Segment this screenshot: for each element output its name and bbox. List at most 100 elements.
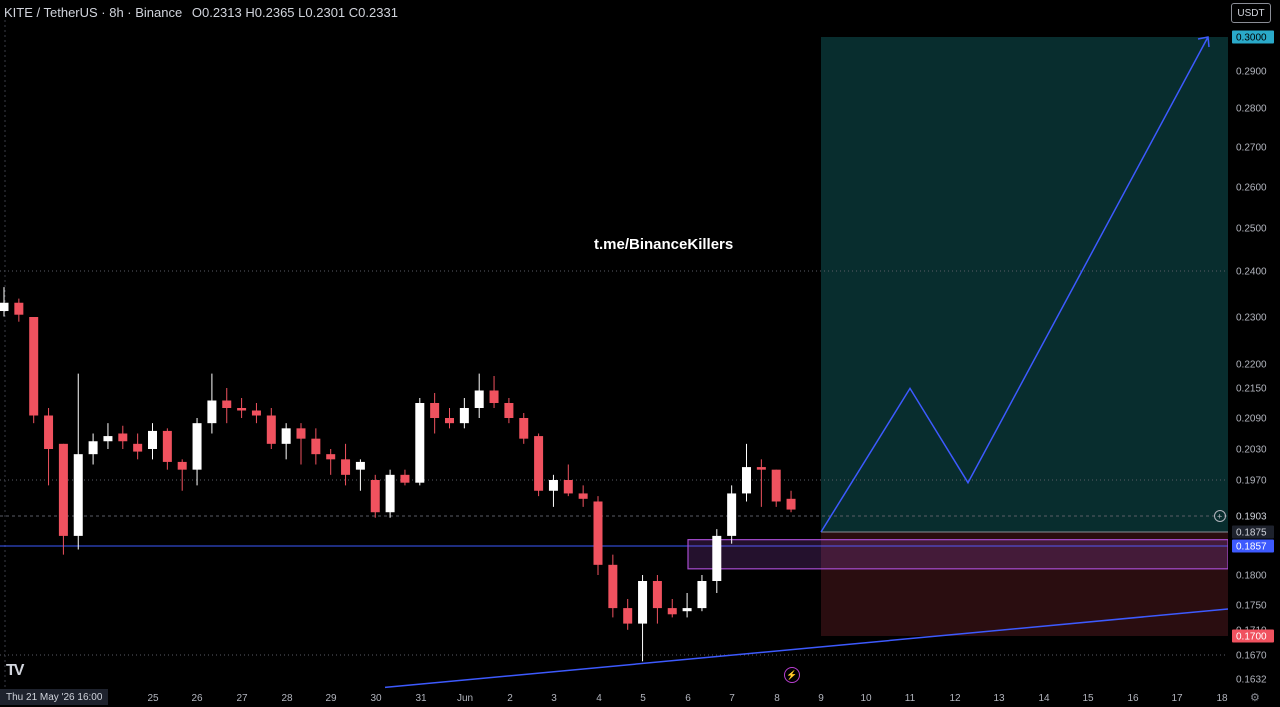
candle-body	[742, 467, 751, 494]
candle-body	[534, 436, 544, 491]
target-zone	[821, 37, 1228, 532]
candle-body	[148, 430, 157, 449]
time-tick-label: 16	[1127, 693, 1139, 704]
candle-body	[222, 400, 232, 408]
price-tick-label: 0.1632	[1236, 675, 1267, 686]
candle-body	[58, 443, 68, 536]
candle-body	[445, 418, 454, 424]
lightning-icon[interactable]: ⚡	[784, 667, 800, 683]
candle-body	[266, 415, 276, 444]
price-tick-label: 0.2500	[1236, 224, 1267, 235]
candle-body	[355, 461, 365, 470]
candle-body	[489, 390, 499, 403]
trendline	[384, 608, 1229, 689]
price-badge-label: 0.3000	[1236, 33, 1267, 44]
candle-body	[697, 581, 707, 609]
symbol-title[interactable]: KITE / TetherUS · 8h · Binance	[4, 5, 183, 20]
close-value: 0.2331	[358, 5, 398, 20]
price-tick-label: 0.1750	[1236, 601, 1267, 612]
candle-body	[474, 390, 484, 408]
stop-zone	[821, 532, 1228, 636]
time-tick-label: 10	[860, 693, 872, 704]
candle-body	[192, 423, 202, 470]
price-badge-label: 0.1903	[1236, 512, 1267, 523]
time-tick-label: 7	[729, 693, 735, 704]
candle-body	[519, 418, 529, 439]
time-tick-label: 11	[905, 693, 916, 704]
candle-body	[29, 317, 39, 416]
close-label: C	[348, 5, 359, 20]
candle-body	[638, 581, 648, 624]
candle-body	[756, 467, 766, 470]
time-tick-label: 18	[1216, 693, 1228, 704]
tradingview-logo[interactable]: TV	[6, 662, 25, 679]
candle-body	[296, 428, 306, 439]
candle-body	[593, 501, 603, 565]
candle-body	[44, 415, 54, 449]
crosshair-date-badge: Thu 21 May '26 16:00	[0, 689, 109, 705]
candle-body	[459, 408, 469, 424]
candle-body	[88, 441, 98, 455]
demand-zone	[687, 539, 1229, 570]
candle-body	[430, 403, 440, 418]
price-badge	[1232, 629, 1274, 643]
price-tick-label: 0.1970	[1236, 476, 1267, 487]
candle-body	[326, 454, 336, 460]
candle-body	[207, 400, 217, 424]
time-tick-label: 6	[685, 693, 691, 704]
candle-body	[370, 480, 380, 513]
price-badge	[1232, 509, 1274, 523]
candle-body	[771, 469, 781, 502]
price-badge-label: 0.1700	[1236, 632, 1267, 643]
candle-body	[667, 608, 677, 615]
candle-body	[118, 433, 128, 442]
price-tick-label: 0.2200	[1236, 360, 1267, 371]
time-tick-label: Jun	[457, 693, 473, 704]
candle-body	[712, 535, 722, 581]
time-tick-label: 2	[507, 693, 513, 704]
candle-body	[0, 302, 9, 312]
candle-body	[682, 608, 692, 612]
candle-body	[133, 443, 143, 452]
symbol-header: KITE / TetherUS · 8h · Binance O0.2313 H…	[4, 5, 398, 20]
price-tick-label: 0.2090	[1236, 414, 1267, 425]
candle-body	[727, 493, 737, 536]
candle-body	[385, 474, 395, 513]
candle-body	[786, 498, 796, 510]
time-tick-label: 29	[325, 693, 337, 704]
candle-body	[563, 480, 573, 494]
candle-body	[281, 428, 291, 444]
candle-body	[415, 403, 425, 483]
currency-select-button[interactable]: USDT	[1231, 3, 1271, 23]
candle-body	[623, 608, 633, 624]
time-tick-label: 31	[415, 693, 427, 704]
candle-body	[311, 438, 321, 455]
candle-body	[73, 454, 83, 536]
candle-body	[548, 480, 558, 491]
time-tick-label: 9	[818, 693, 824, 704]
price-badge	[1232, 30, 1274, 44]
high-value: 0.2365	[254, 5, 295, 20]
time-tick-label: 5	[640, 693, 646, 704]
gear-icon[interactable]: ⚙	[1250, 692, 1260, 704]
time-tick-label: 14	[1038, 693, 1050, 704]
time-tick-label: 3	[551, 693, 557, 704]
time-tick-label: 28	[281, 693, 293, 704]
time-tick-label: 30	[370, 693, 382, 704]
low-value: 0.2301	[305, 5, 346, 20]
price-tick-label: 0.2800	[1236, 104, 1267, 115]
candle-body	[162, 430, 172, 462]
price-tick-label: 0.1800	[1236, 571, 1267, 582]
price-tick-label: 0.2600	[1236, 183, 1267, 194]
price-tick-label: 0.2700	[1236, 143, 1267, 154]
candle-body	[400, 474, 410, 483]
time-tick-label: 8	[774, 693, 780, 704]
price-tick-label: 0.1670	[1236, 651, 1267, 662]
time-tick-label: 4	[596, 693, 602, 704]
price-badge	[1232, 525, 1274, 539]
projection-arrowhead	[1197, 36, 1210, 48]
price-tick-label: 0.2900	[1236, 67, 1267, 78]
candle-body	[608, 564, 618, 609]
low-label: L	[298, 5, 306, 20]
